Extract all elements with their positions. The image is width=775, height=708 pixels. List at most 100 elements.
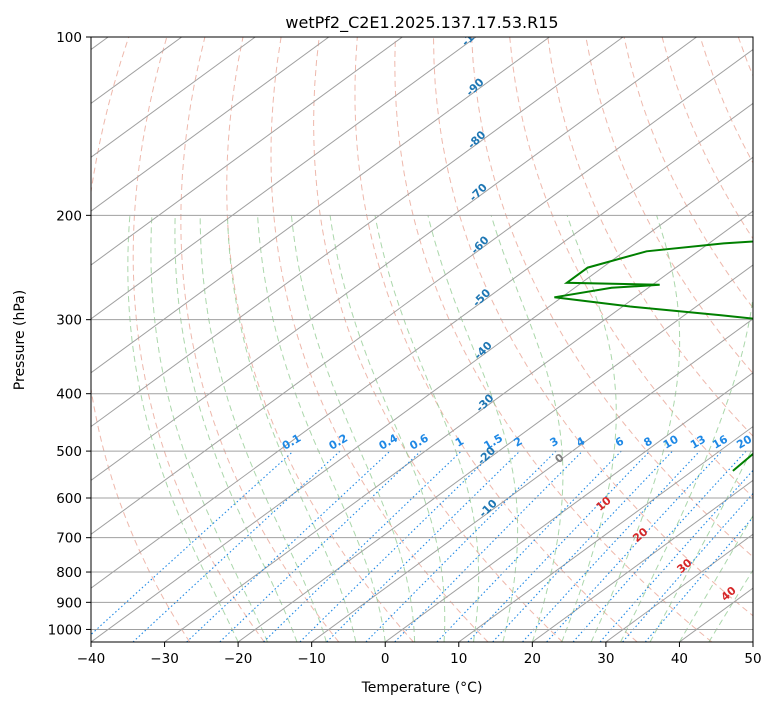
x-axis: −40 −30 −20 −10 0 10 20 30 40 50 xyxy=(77,642,762,667)
mixing-ratio-line xyxy=(546,450,723,642)
mixing-ratio-label: 10 xyxy=(661,432,681,451)
moist-adiabat xyxy=(561,215,617,642)
dry-adiabat xyxy=(91,37,191,642)
isotherm-line xyxy=(91,48,753,535)
dry-adiabat xyxy=(699,37,753,164)
isotherm-line xyxy=(91,37,256,158)
dry-adiabat xyxy=(471,37,753,558)
plot-frame xyxy=(90,36,754,643)
moist-adiabat xyxy=(290,215,416,642)
dry-adiabat xyxy=(226,37,414,642)
moist-adiabat xyxy=(708,569,753,642)
isotherm-label: -40 xyxy=(472,339,495,362)
y-tick-label: 100 xyxy=(56,30,82,46)
mixing-ratio-line xyxy=(467,450,651,642)
adiabat-label: 30 xyxy=(675,556,695,576)
mixing-ratio-label: 0.4 xyxy=(377,431,401,452)
mixing-ratio-line xyxy=(394,450,583,642)
isotherm-line xyxy=(532,479,753,642)
mixing-ratio-label: 20 xyxy=(734,432,754,451)
dry-adiabat xyxy=(623,37,753,309)
dry-adiabat xyxy=(313,37,563,642)
y-axis: 100 200 300 400 500 600 700 800 900 1000 xyxy=(48,30,91,638)
mixing-ratio-label: 16 xyxy=(710,432,730,451)
dry-adiabat xyxy=(585,37,753,375)
mixing-ratio-line xyxy=(91,450,294,636)
y-tick-label: 500 xyxy=(56,444,82,460)
y-tick-label: 200 xyxy=(56,208,82,224)
mixing-ratio-label: 0.2 xyxy=(327,432,350,453)
isotherm-label: -80 xyxy=(465,128,488,151)
mixing-ratio-label: 1 xyxy=(453,435,466,450)
isotherm-line xyxy=(91,37,403,266)
moist-adiabat xyxy=(490,215,564,642)
isotherm-label: -100 xyxy=(459,20,488,49)
x-tick-label: 40 xyxy=(671,651,688,667)
mixing-ratio-line xyxy=(263,450,462,642)
moist-adiabat xyxy=(427,215,519,642)
y-tick-label: 900 xyxy=(56,595,82,611)
dewpoint-profile xyxy=(554,240,753,472)
y-tick-label: 1000 xyxy=(48,622,82,638)
mixing-ratio-label: 3 xyxy=(548,435,561,450)
isotherm-label: -70 xyxy=(467,181,490,204)
moist-adiabat xyxy=(199,215,327,642)
isotherm-line xyxy=(91,37,477,320)
isotherm-line xyxy=(237,264,753,642)
y-tick-label: 800 xyxy=(56,565,82,581)
mixing-ratio-line xyxy=(599,469,753,642)
isotherm-label: -60 xyxy=(468,233,491,256)
isotherm-line xyxy=(91,37,697,482)
dry-adiabat xyxy=(737,37,753,78)
isotherm-line xyxy=(164,210,753,642)
isobar-grid xyxy=(91,37,753,630)
background-lines xyxy=(91,37,753,642)
isotherm-line xyxy=(91,37,624,428)
x-tick-label: 20 xyxy=(524,651,541,667)
isotherm-line xyxy=(384,372,753,642)
x-tick-label: 10 xyxy=(450,651,467,667)
isotherm-label: -50 xyxy=(470,286,493,309)
isotherm-line xyxy=(91,37,550,374)
x-tick-label: −30 xyxy=(150,651,179,667)
dry-adiabat xyxy=(132,37,265,642)
moist-adiabat xyxy=(678,514,753,642)
mixing-ratio-line xyxy=(644,516,753,642)
isotherm-line xyxy=(679,587,753,642)
moist-adiabat xyxy=(649,446,753,642)
mixing-ratio-line xyxy=(326,450,521,642)
isotherm-line xyxy=(91,37,330,212)
mixing-ratio-label: 25 xyxy=(759,433,775,452)
dry-adiabat xyxy=(270,37,489,642)
chart-title: wetPf2_C2E1.2025.137.17.53.R15 xyxy=(285,13,558,33)
isotherm-label: -30 xyxy=(473,391,496,414)
moist-adiabat xyxy=(257,215,386,642)
x-tick-label: −40 xyxy=(77,651,106,667)
y-axis-label: Pressure (hPa) xyxy=(12,290,28,390)
x-tick-label: 50 xyxy=(744,651,761,667)
mixing-ratio-line xyxy=(492,450,673,642)
mixing-ratio-line xyxy=(299,450,496,642)
mixing-ratio-line xyxy=(219,450,422,642)
mixing-ratio-line xyxy=(436,450,622,642)
x-tick-label: 0 xyxy=(381,651,390,667)
moist-adiabat xyxy=(127,215,239,642)
profile-lines xyxy=(554,240,753,472)
y-tick-label: 400 xyxy=(56,387,82,403)
moist-adiabat xyxy=(329,215,446,642)
x-tick-label: −10 xyxy=(297,651,326,667)
y-tick-label: 600 xyxy=(56,491,82,507)
adiabat-label: 10 xyxy=(594,494,614,514)
isotherm-line xyxy=(605,533,753,642)
y-tick-label: 700 xyxy=(56,531,82,547)
x-tick-label: 30 xyxy=(597,651,614,667)
moist-adiabat xyxy=(226,215,357,642)
moist-adiabat xyxy=(620,215,753,642)
isotherm-line xyxy=(91,102,753,589)
moist-adiabat xyxy=(150,215,268,642)
mixing-ratio-line xyxy=(522,450,701,642)
x-tick-label: −20 xyxy=(224,651,253,667)
y-tick-label: 300 xyxy=(56,313,82,329)
isotherm-label: -90 xyxy=(463,75,486,98)
